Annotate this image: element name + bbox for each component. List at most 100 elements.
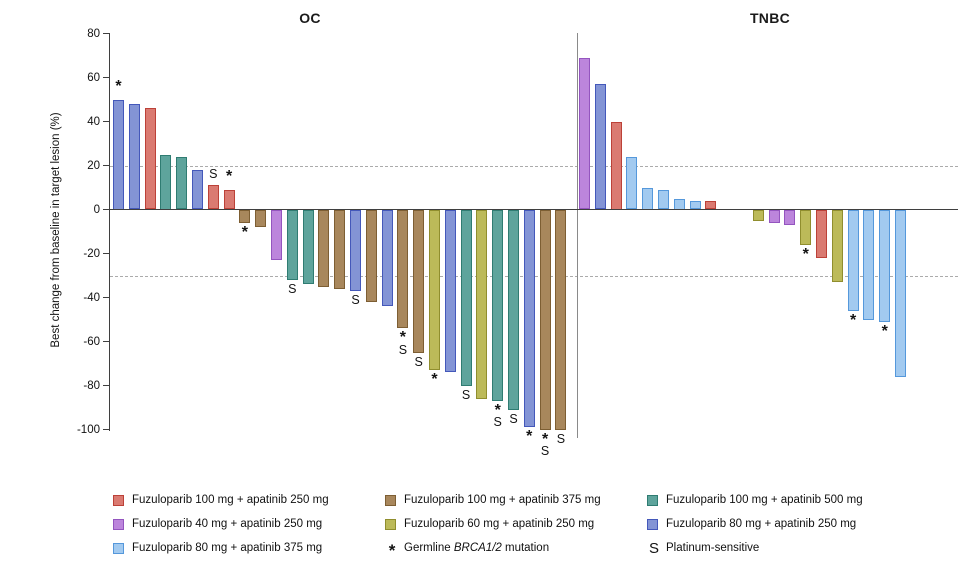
s-glyph: S xyxy=(648,539,659,557)
legend-swatch-purple xyxy=(113,518,124,530)
legend-swatch-teal xyxy=(647,494,658,506)
y-axis-tick xyxy=(102,429,109,431)
y-axis-tick-label: -100 xyxy=(76,423,100,436)
bar xyxy=(476,209,488,399)
y-axis-line xyxy=(108,33,110,431)
bar xyxy=(334,209,346,289)
legend-swatch-olive xyxy=(385,518,396,530)
bar xyxy=(444,209,456,373)
bar xyxy=(508,209,519,410)
bar xyxy=(847,209,859,311)
bar xyxy=(176,156,188,210)
panel-title-oc: OC xyxy=(299,10,321,26)
y-axis-tick xyxy=(102,385,109,387)
platinum-sensitive-marker: S xyxy=(288,281,297,296)
y-axis-tick xyxy=(102,33,109,35)
bar xyxy=(895,209,906,377)
bar xyxy=(255,209,267,228)
legend-swatch-red xyxy=(113,494,124,506)
bar xyxy=(626,156,638,210)
bar xyxy=(816,209,827,258)
y-axis-tick-label: 20 xyxy=(87,159,100,172)
platinum-sensitive-marker: S xyxy=(351,292,360,307)
bar xyxy=(286,209,298,280)
reference-line xyxy=(110,165,958,167)
bar xyxy=(879,209,891,322)
y-axis-tick-label: -20 xyxy=(83,247,100,260)
brca-mutation-marker: * xyxy=(115,77,122,95)
legend-item: Fuzuloparib 80 mg + apatinib 250 mg xyxy=(647,518,887,530)
y-axis-tick-label: 80 xyxy=(87,27,100,40)
bar xyxy=(413,209,425,353)
brca-mutation-marker: * xyxy=(431,371,438,389)
legend-item: Fuzuloparib 80 mg + apatinib 375 mg xyxy=(113,542,385,554)
bar xyxy=(160,154,172,210)
bar xyxy=(642,187,654,210)
bar xyxy=(239,209,251,223)
brca-mutation-marker: * xyxy=(849,311,857,329)
y-axis-tick xyxy=(102,341,109,343)
platinum-sensitive-marker: S xyxy=(540,444,550,458)
bar xyxy=(460,209,472,386)
platinum-sensitive-marker: S xyxy=(556,431,566,446)
brca-mutation-marker: * xyxy=(241,223,248,241)
bar xyxy=(831,209,843,283)
legend-label: Fuzuloparib 100 mg + apatinib 375 mg xyxy=(404,494,601,506)
y-axis-tick-label: -60 xyxy=(83,335,100,348)
y-axis-tick-label: -40 xyxy=(83,291,100,304)
bar xyxy=(610,121,622,210)
legend-label: Fuzuloparib 80 mg + apatinib 250 mg xyxy=(666,518,857,530)
y-axis-tick-label: -80 xyxy=(83,379,100,392)
brca-mutation-marker: * xyxy=(541,430,549,448)
panel-title-tnbc: TNBC xyxy=(749,10,791,26)
bar xyxy=(768,209,780,223)
y-axis-tick xyxy=(102,253,109,255)
brca-mutation-marker: * xyxy=(399,329,406,347)
brca-mutation-marker: * xyxy=(881,322,888,340)
platinum-sensitive-marker: S xyxy=(209,167,218,182)
y-axis-tick xyxy=(102,121,109,123)
legend-item: Fuzuloparib 60 mg + apatinib 250 mg xyxy=(385,518,647,530)
plot-area: 80 60 40 20 0 -20 -40 -60 -80 -100 * S * * S S * S S * S * S S *… xyxy=(76,27,958,458)
y-axis-tick xyxy=(102,77,109,79)
bar xyxy=(594,84,606,210)
bar xyxy=(784,209,796,225)
bar xyxy=(658,189,669,210)
bar xyxy=(523,209,535,428)
bar xyxy=(365,209,377,302)
bar xyxy=(579,57,590,210)
legend-label: Platinum-sensitive xyxy=(666,542,760,554)
bar xyxy=(539,209,551,430)
legend-label: Fuzuloparib 100 mg + apatinib 250 mg xyxy=(132,494,329,506)
brca-mutation-marker: * xyxy=(494,401,501,419)
y-axis-tick xyxy=(102,165,109,167)
legend-label: Fuzuloparib 40 mg + apatinib 250 mg xyxy=(132,518,323,530)
platinum-sensitive-marker: S xyxy=(414,354,423,369)
bar xyxy=(800,209,812,245)
bar xyxy=(144,108,156,210)
legend: Fuzuloparib 100 mg + apatinib 250 mg Fuzu… xyxy=(113,488,963,560)
legend-item: Fuzuloparib 40 mg + apatinib 250 mg xyxy=(113,518,385,530)
y-axis-tick-label: 0 xyxy=(93,203,100,216)
bar xyxy=(555,209,567,430)
bar xyxy=(128,103,140,210)
bar xyxy=(318,209,330,287)
y-axis-tick-label: 60 xyxy=(87,71,100,84)
legend-label: Fuzuloparib 60 mg + apatinib 250 mg xyxy=(404,518,595,530)
bar xyxy=(192,169,203,210)
bar xyxy=(113,99,124,210)
legend-item: * Germline BRCA1/2 mutation xyxy=(385,540,647,560)
bar xyxy=(492,209,504,401)
asterisk-glyph: * xyxy=(388,541,396,560)
legend-item: Fuzuloparib 100 mg + apatinib 500 mg xyxy=(647,494,887,506)
platinum-sensitive-marker: S xyxy=(398,342,408,357)
y-axis-tick xyxy=(102,209,109,211)
x-axis-zero-line xyxy=(110,208,958,211)
platinum-sensitive-marker: S xyxy=(493,415,502,430)
legend-label: Germline BRCA1/2 mutation xyxy=(404,542,550,554)
y-axis-tick-label: 40 xyxy=(87,115,100,128)
legend-label: Fuzuloparib 80 mg + apatinib 375 mg xyxy=(132,542,323,554)
bar xyxy=(752,209,764,221)
legend-item: Fuzuloparib 100 mg + apatinib 375 mg xyxy=(385,494,647,506)
